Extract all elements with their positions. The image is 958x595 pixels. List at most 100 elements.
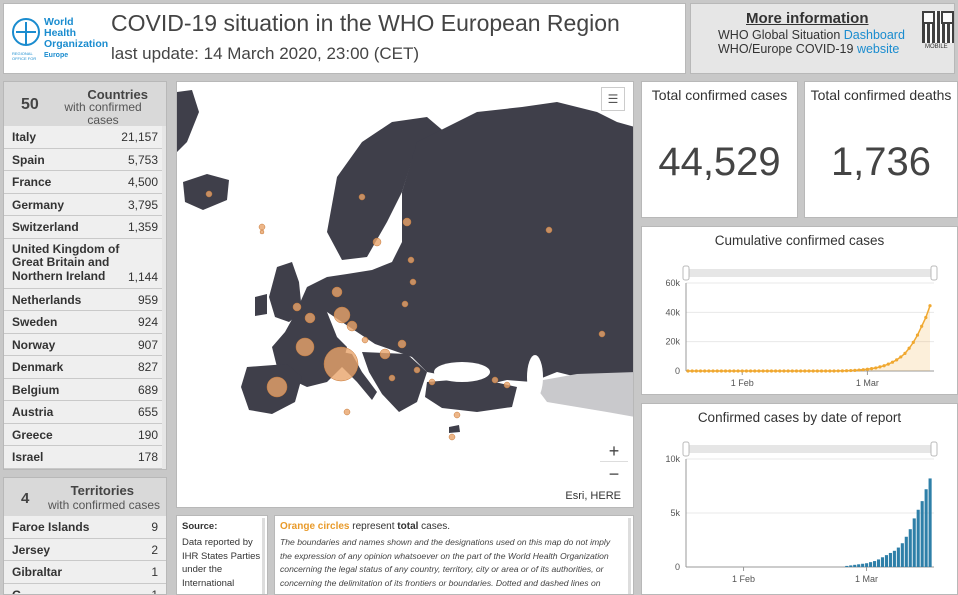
data-point[interactable] xyxy=(786,369,790,373)
case-circle[interactable] xyxy=(323,346,359,382)
data-point[interactable] xyxy=(869,367,874,371)
bar[interactable] xyxy=(888,552,892,567)
case-circle[interactable] xyxy=(598,330,606,338)
data-point[interactable] xyxy=(694,369,698,373)
slider-handle-right[interactable] xyxy=(930,265,938,281)
data-point[interactable] xyxy=(736,369,740,373)
data-point[interactable] xyxy=(711,369,715,373)
data-point[interactable] xyxy=(740,369,744,373)
data-point[interactable] xyxy=(865,367,870,371)
zoom-out-button[interactable]: − xyxy=(600,463,628,485)
territories-row[interactable]: Faroe Islands 9 xyxy=(4,516,166,539)
bar[interactable] xyxy=(884,555,889,567)
bar[interactable] xyxy=(928,478,932,567)
bar[interactable] xyxy=(876,559,881,567)
data-point[interactable] xyxy=(924,315,928,320)
qr-code-icon[interactable] xyxy=(922,11,954,43)
data-point[interactable] xyxy=(911,340,915,344)
data-point[interactable] xyxy=(890,360,895,364)
case-circle[interactable] xyxy=(379,348,391,360)
bar[interactable] xyxy=(853,564,857,567)
bar[interactable] xyxy=(904,536,908,567)
data-point[interactable] xyxy=(903,351,907,355)
data-point[interactable] xyxy=(815,369,819,373)
bar[interactable] xyxy=(916,509,920,567)
data-point[interactable] xyxy=(686,369,690,373)
case-circle[interactable] xyxy=(397,339,407,349)
case-circle[interactable] xyxy=(413,366,421,374)
europe-map[interactable] xyxy=(177,82,634,508)
range-slider[interactable] xyxy=(686,269,934,277)
bar[interactable] xyxy=(857,564,861,567)
data-point[interactable] xyxy=(782,369,786,373)
bar[interactable] xyxy=(880,557,885,567)
countries-row[interactable]: Sweden 924 xyxy=(4,311,166,334)
data-point[interactable] xyxy=(899,355,903,359)
data-point[interactable] xyxy=(799,369,803,373)
website-link[interactable]: website xyxy=(856,42,900,56)
data-point[interactable] xyxy=(928,304,932,308)
case-circle[interactable] xyxy=(205,190,213,198)
data-point[interactable] xyxy=(828,369,832,373)
source-scrollbar[interactable] xyxy=(262,518,265,594)
data-point[interactable] xyxy=(895,358,899,362)
data-point[interactable] xyxy=(836,369,840,373)
case-circle[interactable] xyxy=(545,226,553,234)
case-circle[interactable] xyxy=(361,336,369,344)
data-point[interactable] xyxy=(698,369,703,373)
bar[interactable] xyxy=(865,563,869,567)
case-circle[interactable] xyxy=(453,411,461,419)
legend-list-icon[interactable]: ☰ xyxy=(601,87,625,111)
case-circle[interactable] xyxy=(258,223,266,231)
dashboard-link[interactable]: Dashboard xyxy=(843,28,905,42)
bar[interactable] xyxy=(869,562,873,567)
slider-handle-left[interactable] xyxy=(682,265,690,281)
case-circle[interactable] xyxy=(331,286,343,298)
data-point[interactable] xyxy=(832,369,836,373)
data-point[interactable] xyxy=(807,369,811,373)
case-circle[interactable] xyxy=(503,381,511,389)
case-circle[interactable] xyxy=(292,302,302,312)
countries-row[interactable]: France 4,500 xyxy=(4,171,166,194)
bar[interactable] xyxy=(892,550,896,567)
data-point[interactable] xyxy=(732,369,736,373)
slider-handle-right[interactable] xyxy=(930,441,938,457)
data-point[interactable] xyxy=(844,369,849,373)
data-point[interactable] xyxy=(748,369,753,373)
countries-row[interactable]: Germany 3,795 xyxy=(4,193,166,216)
data-point[interactable] xyxy=(707,369,711,373)
data-point[interactable] xyxy=(882,364,886,368)
countries-row[interactable]: Italy 21,157 xyxy=(4,126,166,149)
zoom-in-button[interactable]: + xyxy=(600,440,628,462)
notes-scrollbar[interactable] xyxy=(628,518,631,594)
data-point[interactable] xyxy=(824,369,828,373)
countries-row[interactable]: Israel 178 xyxy=(4,446,166,469)
case-circle[interactable] xyxy=(333,306,351,324)
case-circle[interactable] xyxy=(346,320,358,332)
data-point[interactable] xyxy=(878,365,882,369)
case-circle[interactable] xyxy=(372,237,382,247)
daily-chart-svg[interactable]: 0 5k 10k 1 Feb 1 Mar xyxy=(642,404,958,595)
data-point[interactable] xyxy=(744,369,749,373)
data-point[interactable] xyxy=(757,369,761,373)
data-point[interactable] xyxy=(840,369,844,373)
countries-row[interactable]: Netherlands 959 xyxy=(4,288,166,311)
bar[interactable] xyxy=(924,489,928,567)
data-point[interactable] xyxy=(728,369,732,373)
case-circle[interactable] xyxy=(407,256,415,264)
countries-row[interactable]: Austria 655 xyxy=(4,401,166,424)
data-point[interactable] xyxy=(907,346,911,350)
bar[interactable] xyxy=(896,547,900,567)
territories-row[interactable]: Jersey 2 xyxy=(4,538,166,561)
data-point[interactable] xyxy=(790,369,794,373)
data-point[interactable] xyxy=(778,369,782,373)
data-point[interactable] xyxy=(753,369,757,373)
case-circle[interactable] xyxy=(491,376,499,384)
case-circle[interactable] xyxy=(388,374,396,382)
bar[interactable] xyxy=(873,561,877,567)
case-circle[interactable] xyxy=(295,337,315,357)
data-point[interactable] xyxy=(811,369,815,373)
data-point[interactable] xyxy=(920,324,924,328)
case-circle[interactable] xyxy=(343,408,351,416)
